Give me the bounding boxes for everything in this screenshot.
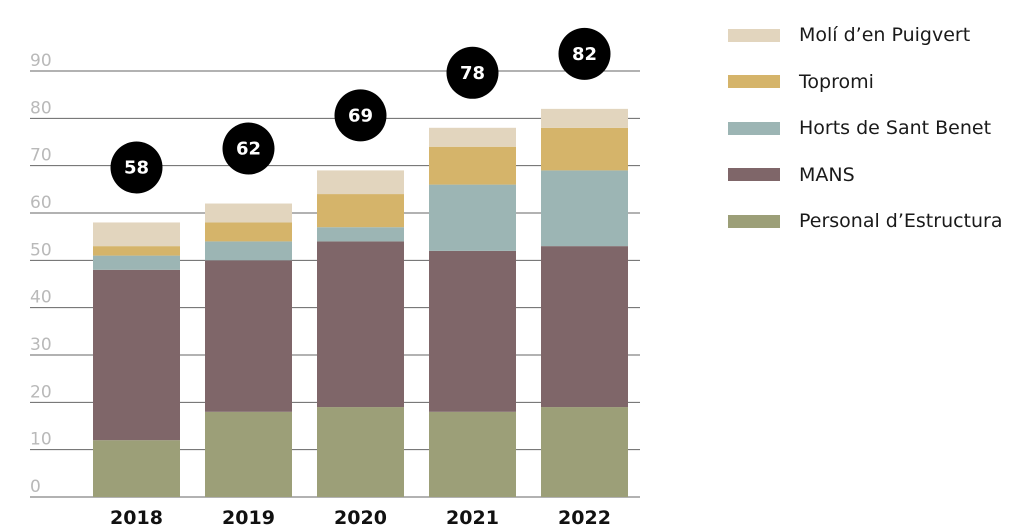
bar-segment — [429, 411, 516, 497]
legend-item-moli: Molí d’en Puigvert — [728, 12, 1003, 59]
total-label: 58 — [124, 157, 149, 178]
total-badge — [222, 122, 275, 175]
bar-segment — [317, 170, 404, 195]
x-category-label: 2018 — [110, 507, 163, 527]
x-category-label: 2022 — [558, 507, 611, 527]
bar-segment — [93, 440, 180, 497]
y-tick-label: 50 — [30, 240, 52, 260]
total-label: 78 — [460, 63, 485, 84]
bar-segment — [429, 250, 516, 412]
bars — [93, 108, 628, 497]
total-label: 69 — [348, 105, 373, 126]
total-label: 82 — [572, 44, 597, 65]
bar-segment — [93, 255, 180, 270]
legend-swatch — [728, 168, 780, 182]
bar-segment — [429, 184, 516, 251]
legend-swatch — [728, 121, 780, 135]
bar-segment — [93, 269, 180, 441]
total-badge — [446, 46, 499, 99]
total-badge — [558, 27, 611, 80]
bar-segment — [205, 241, 292, 261]
total-label: 62 — [236, 139, 261, 160]
y-tick-label: 40 — [30, 288, 52, 308]
bar-segment — [205, 411, 292, 497]
legend-swatch — [728, 75, 780, 89]
y-tick-label: 0 — [30, 477, 41, 497]
legend-item-topromi: Topromi — [728, 59, 1003, 106]
bar-segment — [93, 222, 180, 247]
legend-item-personal: Personal d’Estructura — [728, 198, 1003, 245]
bar-segment — [541, 407, 628, 497]
y-tick-label: 80 — [30, 98, 52, 118]
bar-segment — [205, 222, 292, 242]
y-axis-ticks: 0 10 20 30 40 50 60 70 80 90 — [30, 51, 52, 497]
bar-segment — [93, 246, 180, 256]
x-axis-labels: 2018 2019 2020 2021 2022 — [110, 507, 611, 527]
y-tick-label: 10 — [30, 430, 52, 450]
bar-segment — [429, 127, 516, 147]
bar-segment — [429, 146, 516, 185]
total-badge — [110, 141, 163, 194]
legend-swatch — [728, 28, 780, 42]
bar-segment — [317, 194, 404, 228]
legend-label: Horts de Sant Benet — [799, 117, 992, 140]
x-category-label: 2019 — [222, 507, 275, 527]
y-tick-label: 60 — [30, 193, 52, 213]
total-badge — [334, 89, 387, 142]
legend-swatch — [728, 214, 780, 228]
bar-segment — [541, 246, 628, 408]
bar-segment — [541, 127, 628, 171]
bar-segment — [541, 170, 628, 247]
y-tick-label: 70 — [30, 146, 52, 166]
legend-label: MANS — [799, 163, 855, 186]
y-tick-label: 30 — [30, 335, 52, 355]
legend-item-horts: Horts de Sant Benet — [728, 105, 1003, 152]
legend-label: Personal d’Estructura — [799, 210, 1003, 233]
legend-label: Topromi — [799, 70, 874, 93]
legend-item-mans: MANS — [728, 152, 1003, 199]
total-badges: 58 62 69 78 82 — [110, 27, 611, 194]
y-tick-label: 20 — [30, 382, 52, 402]
bar-segment — [541, 108, 628, 128]
x-category-label: 2021 — [446, 507, 499, 527]
bar-segment — [205, 203, 292, 223]
x-category-label: 2020 — [334, 507, 387, 527]
legend-label: Molí d’en Puigvert — [799, 24, 971, 47]
bar-segment — [317, 407, 404, 497]
y-tick-label: 90 — [30, 51, 52, 71]
bar-segment — [205, 260, 292, 412]
bar-segment — [317, 227, 404, 242]
legend: Molí d’en Puigvert Topromi Horts de Sant… — [728, 12, 1003, 245]
bar-segment — [317, 241, 404, 408]
